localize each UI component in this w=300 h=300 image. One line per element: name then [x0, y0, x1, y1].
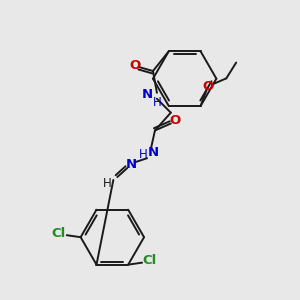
Text: Cl: Cl	[143, 254, 157, 267]
Text: O: O	[169, 114, 180, 127]
Text: H: H	[139, 148, 147, 161]
Text: H: H	[153, 96, 161, 109]
Text: O: O	[203, 80, 214, 93]
Text: N: N	[147, 146, 158, 159]
Text: N: N	[142, 88, 153, 101]
Text: N: N	[126, 158, 137, 171]
Text: Cl: Cl	[52, 227, 66, 240]
Text: H: H	[103, 178, 112, 190]
Text: O: O	[130, 58, 141, 72]
